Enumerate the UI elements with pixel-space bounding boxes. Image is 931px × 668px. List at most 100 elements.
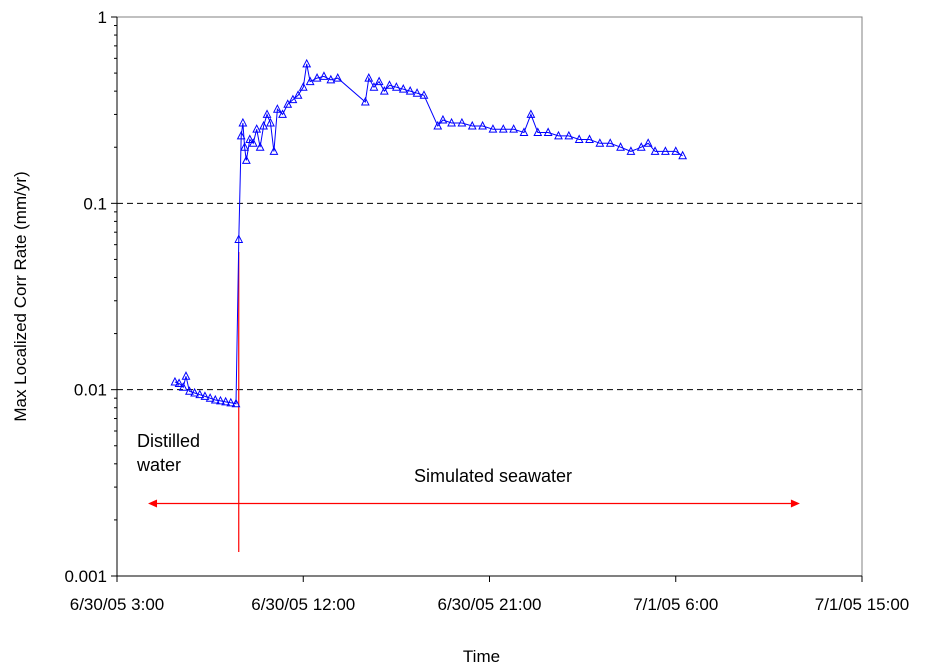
data-point: [419, 90, 429, 99]
data-point: [438, 114, 448, 124]
data-point: [478, 120, 488, 130]
data-point: [200, 391, 210, 400]
data-point: [170, 376, 180, 386]
data-point: [255, 142, 265, 151]
x-tick-label: 6/30/05 3:00: [70, 595, 165, 614]
data-point: [302, 58, 312, 68]
data-point: [181, 371, 191, 380]
data-point: [447, 117, 456, 127]
data-point: [252, 124, 262, 133]
data-point: [554, 130, 563, 140]
data-point: [660, 146, 670, 155]
data-point: [238, 117, 248, 127]
data-point: [272, 104, 282, 113]
axes: 0.001 0.01 0.1 1 6/30/05 3:00 6/30/05 12:00 6/…: [11, 8, 909, 666]
y-tick-label: 0.001: [64, 567, 107, 586]
data-point: [643, 138, 653, 147]
data-point: [405, 86, 415, 95]
data-point: [543, 127, 553, 136]
plot-area-border: [116, 16, 863, 577]
data-point: [533, 127, 543, 136]
data-point: [205, 393, 215, 402]
data-point: [678, 150, 688, 160]
data-point: [293, 90, 303, 99]
data-point: [319, 71, 329, 80]
data-point: [288, 94, 298, 104]
data-point: [457, 117, 467, 127]
y-tick-label: 0.01: [74, 381, 107, 400]
y-tick-label: 1: [98, 8, 107, 27]
data-point: [216, 395, 225, 405]
data-point: [595, 138, 605, 147]
data-point: [369, 82, 379, 91]
data-point: [190, 387, 200, 397]
arrow-head-left: [148, 499, 158, 508]
data-point: [391, 82, 401, 91]
data-point: [283, 99, 293, 108]
data-point: [236, 130, 246, 140]
data-point: [210, 394, 220, 404]
annotations: Distilled water Simulated seawater: [136, 431, 572, 486]
data-point: [266, 117, 275, 127]
data-point: [240, 142, 250, 151]
data-point: [333, 73, 343, 82]
data-point: [178, 382, 188, 391]
annotation-line: water: [136, 455, 181, 475]
x-tick-label: 6/30/05 21:00: [438, 595, 542, 614]
data-point: [305, 76, 315, 86]
data-point: [398, 84, 408, 93]
data-point: [278, 109, 287, 118]
data-point: [412, 88, 422, 97]
data-point: [221, 396, 231, 406]
data-point: [671, 146, 681, 155]
x-tick-label: 7/1/05 15:00: [815, 595, 910, 614]
data-point: [636, 142, 646, 151]
data-point: [585, 134, 594, 144]
data-point: [605, 138, 615, 147]
data-point: [650, 146, 660, 155]
data-point: [326, 74, 336, 84]
arrow-head-right: [790, 499, 800, 508]
data-point: [312, 73, 322, 82]
data-point: [231, 398, 241, 408]
data-point: [226, 397, 236, 407]
x-tick-label: 6/30/05 12:00: [251, 595, 355, 614]
x-axis-title: Time: [463, 647, 500, 666]
data-point: [379, 86, 389, 95]
data-point: [259, 120, 269, 130]
data-point: [626, 146, 636, 155]
data-point: [616, 142, 625, 151]
annotation-line: Distilled: [137, 431, 200, 451]
data-point: [526, 109, 536, 118]
data-point: [234, 234, 244, 243]
data-point: [374, 76, 384, 86]
data-point: [360, 96, 370, 106]
x-tick-label: 7/1/05 6:00: [633, 595, 718, 614]
data-point: [248, 138, 258, 147]
data-point: [574, 134, 584, 144]
data-point: [467, 120, 477, 130]
series-line: [174, 63, 683, 405]
y-tick-label: 0.1: [83, 194, 107, 213]
gridlines: [117, 202, 862, 391]
data-point: [241, 155, 251, 164]
annotation-distilled-water: Distilled water: [136, 431, 200, 475]
data-point: [195, 389, 205, 399]
data-point: [245, 134, 255, 144]
data-point: [298, 82, 308, 91]
data-point: [174, 378, 184, 387]
data-point: [269, 146, 279, 155]
data-point: [262, 109, 272, 118]
data-point: [364, 73, 374, 82]
data-point: [385, 80, 394, 89]
data-point: [488, 124, 498, 133]
data-series: [170, 58, 688, 408]
y-axis-title: Max Localized Corr Rate (mm/yr): [11, 171, 30, 421]
data-point: [498, 124, 508, 133]
data-point: [519, 127, 529, 136]
reference-markers: [148, 252, 800, 552]
annotation-simulated-seawater: Simulated seawater: [414, 466, 572, 486]
data-point: [185, 386, 194, 395]
data-point: [433, 120, 443, 130]
